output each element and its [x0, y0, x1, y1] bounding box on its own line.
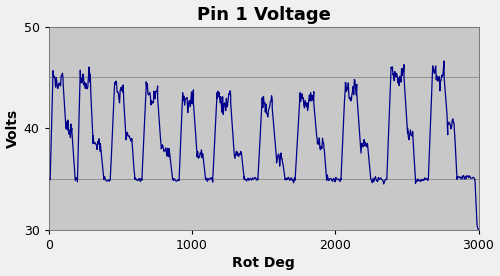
X-axis label: Rot Deg: Rot Deg [232, 256, 295, 270]
Y-axis label: Volts: Volts [6, 109, 20, 148]
Title: Pin 1 Voltage: Pin 1 Voltage [196, 6, 330, 23]
